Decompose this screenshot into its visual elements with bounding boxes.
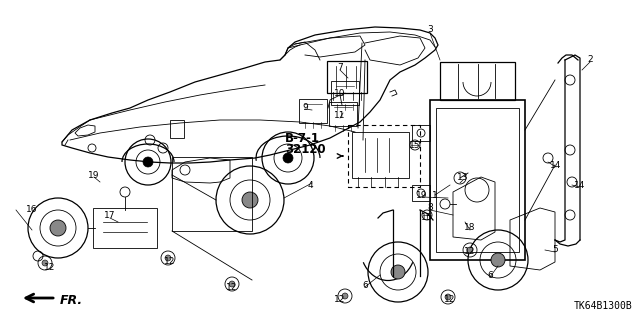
Text: 6: 6	[487, 271, 493, 279]
Text: 13: 13	[457, 174, 468, 182]
Text: 3: 3	[427, 26, 433, 34]
Text: 14: 14	[574, 181, 586, 189]
Text: 1: 1	[432, 190, 438, 199]
Text: 32120: 32120	[285, 143, 326, 156]
Text: B-7-1: B-7-1	[285, 132, 320, 145]
Circle shape	[391, 265, 405, 279]
Bar	[412, 185, 430, 201]
Text: TK64B1300B: TK64B1300B	[573, 301, 632, 311]
Circle shape	[42, 260, 48, 266]
Text: 2: 2	[587, 56, 593, 64]
Text: 18: 18	[464, 224, 476, 233]
Text: 15: 15	[421, 212, 433, 221]
Circle shape	[143, 157, 153, 167]
Text: 15: 15	[409, 140, 420, 150]
Bar	[436, 108, 519, 252]
Circle shape	[342, 293, 348, 299]
Text: 11: 11	[334, 110, 346, 120]
Text: 12: 12	[44, 263, 56, 271]
Text: 8: 8	[427, 204, 433, 212]
Bar	[348, 125, 420, 187]
Circle shape	[165, 255, 171, 261]
Bar	[412, 125, 430, 141]
Text: 12: 12	[164, 257, 176, 266]
Circle shape	[229, 281, 235, 287]
Text: 14: 14	[550, 160, 562, 169]
Text: 12: 12	[334, 295, 346, 305]
Bar	[172, 157, 252, 231]
Text: 9: 9	[302, 103, 308, 113]
Text: 4: 4	[307, 181, 313, 189]
Bar	[440, 62, 515, 100]
Text: 6: 6	[362, 280, 368, 290]
Circle shape	[283, 153, 293, 163]
Text: 16: 16	[26, 205, 38, 214]
Circle shape	[467, 247, 473, 253]
Text: 12: 12	[227, 283, 237, 292]
Text: 10: 10	[334, 88, 346, 98]
Text: 12: 12	[444, 295, 456, 305]
Circle shape	[491, 253, 505, 267]
Text: 19: 19	[88, 170, 100, 180]
Text: 12: 12	[464, 248, 476, 256]
Text: 17: 17	[104, 211, 116, 219]
Circle shape	[50, 220, 66, 236]
Circle shape	[445, 294, 451, 300]
Bar	[430, 100, 525, 260]
Text: 19: 19	[416, 190, 428, 199]
Text: FR.: FR.	[60, 293, 83, 307]
Text: 5: 5	[552, 246, 558, 255]
Circle shape	[242, 192, 258, 208]
Text: 7: 7	[337, 63, 343, 72]
Bar	[170, 120, 184, 138]
